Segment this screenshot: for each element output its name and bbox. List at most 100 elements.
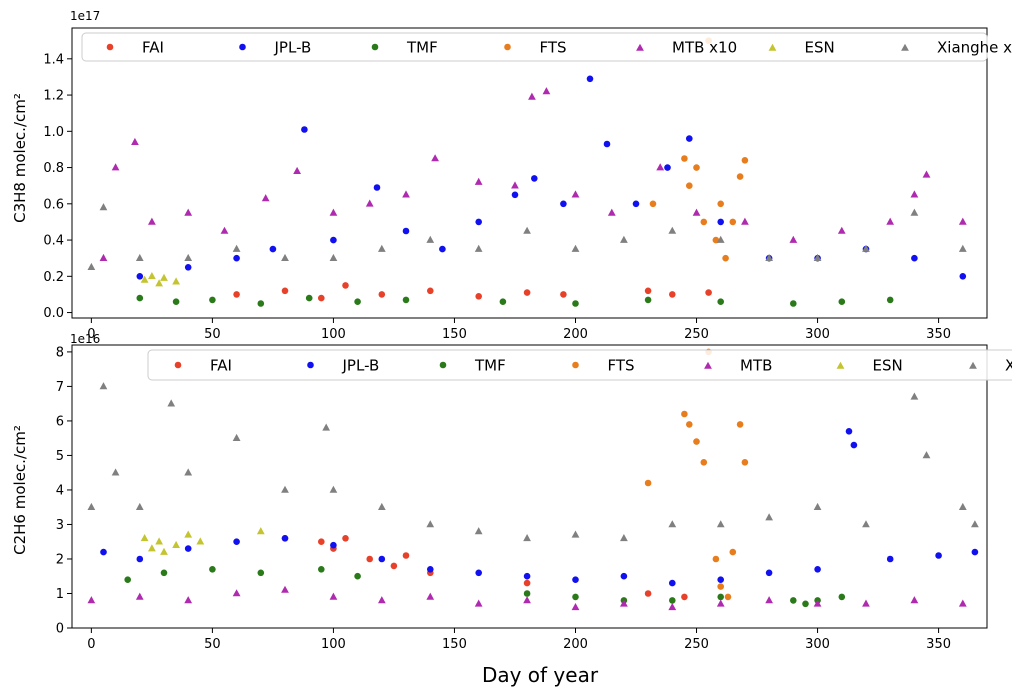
c3h8-point-jpl-b <box>184 264 192 271</box>
c2h6-point-jpl-b <box>523 572 531 580</box>
c2h6-point-esn <box>148 544 156 552</box>
c3h8-point-tmf <box>402 296 410 304</box>
c2h6-legend-marker <box>704 361 712 369</box>
c3h8-x-tick-label: 250 <box>684 327 709 342</box>
c3h8-legend-marker <box>901 43 909 51</box>
c3h8-point-esn <box>140 275 149 283</box>
c3h8-point-xianghe-x10 <box>765 253 773 261</box>
c3h8-y-tick-label: 1.4 <box>43 52 64 67</box>
c2h6-legend-label: JPL-B <box>342 357 380 375</box>
c3h8-point-fts <box>729 218 737 226</box>
c3h8-point-xianghe-x10 <box>958 244 967 252</box>
c2h6-point-xianghe <box>971 520 979 528</box>
c3h8-series-mtb-x10 <box>99 87 967 261</box>
c3h8-series-jpl-b <box>136 75 967 280</box>
c3h8-x-tick-label: 300 <box>805 327 830 342</box>
c3h8-point-mtb-x10 <box>789 235 798 243</box>
c3h8-point-xianghe-x10 <box>87 262 96 270</box>
c2h6-legend-item-esn: ESN <box>836 357 903 375</box>
c3h8-y-tick-label: 1.2 <box>43 89 64 104</box>
c3h8-point-xianghe-x10 <box>378 244 386 252</box>
c2h6-point-xianghe <box>716 520 725 528</box>
c3h8-point-fts <box>700 218 708 226</box>
c2h6-point-xianghe <box>232 433 241 441</box>
c3h8-point-xianghe-x10 <box>910 208 919 216</box>
c2h6-axes-frame <box>71 344 988 629</box>
c3h8-point-tmf <box>257 300 265 307</box>
c3h8-point-tmf <box>305 294 313 302</box>
c3h8-point-xianghe-x10 <box>99 203 108 211</box>
c2h6-point-mtb <box>523 596 531 604</box>
c3h8-point-xianghe-x10 <box>571 244 580 252</box>
c3h8-x-tick-label: 350 <box>926 327 951 342</box>
c3h8-point-tmf <box>886 296 894 304</box>
c2h6-point-xianghe <box>474 527 483 535</box>
c3h8-panel: 0 50 100 150 200 250 300 350 0.0 0.2 0.4 0.6 0.8 1.0 1… <box>11 9 1012 342</box>
c3h8-point-fai <box>281 287 289 295</box>
c3h8-point-fai <box>342 282 349 289</box>
c2h6-point-xianghe <box>958 502 967 510</box>
c2h6-point-jpl-b <box>814 566 821 573</box>
c3h8-point-mtb-x10 <box>99 253 108 261</box>
c3h8-point-mtb-x10 <box>910 190 919 198</box>
c3h8-point-jpl-b <box>560 200 567 208</box>
c2h6-y-tick-label: 7 <box>56 380 64 395</box>
c2h6-point-xianghe <box>135 502 144 510</box>
c3h8-point-jpl-b <box>511 191 519 199</box>
c2h6-point-xianghe <box>620 534 628 542</box>
c3h8-point-jpl-b <box>531 175 538 182</box>
c2h6-point-fts <box>717 583 724 590</box>
c3h8-y-tick-label: 0.2 <box>43 270 64 285</box>
c3h8-legend-marker <box>636 43 644 51</box>
c3h8-point-xianghe-x10 <box>329 253 338 261</box>
c3h8-legend: FAI JPL-B TMF FTS MTB x10 ESN Xianghe x10 <box>81 32 1012 62</box>
c2h6-point-xianghe <box>922 451 931 459</box>
c3h8-point-jpl-b <box>632 200 640 208</box>
c2h6-point-jpl-b <box>427 566 434 573</box>
c2h6-point-jpl-b <box>765 569 773 577</box>
c3h8-point-tmf <box>644 296 652 304</box>
c2h6-point-esn <box>172 540 180 548</box>
c2h6-point-esn <box>184 530 193 538</box>
c2h6-series-jpl-b <box>100 428 979 587</box>
c3h8-y-tick-label: 0.0 <box>43 306 64 321</box>
c2h6-point-fai <box>681 593 688 601</box>
c3h8-point-mtb-x10 <box>886 217 894 225</box>
c2h6-legend-item-fts: FTS <box>572 357 635 375</box>
c3h8-point-jpl-b <box>959 273 967 280</box>
c2h6-legend-item-jpl-b: JPL-B <box>307 357 379 375</box>
c3h8-series-xianghe-x10 <box>87 203 967 270</box>
c2h6-point-xianghe <box>668 520 677 528</box>
c2h6-point-tmf <box>669 597 676 604</box>
c2h6-x-tick-label: 0 <box>87 637 95 652</box>
c3h8-point-fai <box>475 293 483 300</box>
c3h8-point-xianghe-x10 <box>813 253 822 261</box>
c2h6-point-fts <box>644 479 652 487</box>
c2h6-point-mtb <box>135 592 144 600</box>
c2h6-point-mtb <box>281 585 289 593</box>
c3h8-legend-label: JPL-B <box>274 39 312 57</box>
c2h6-point-mtb <box>765 596 773 604</box>
c3h8-x-tick-label: 100 <box>321 327 346 342</box>
c3h8-point-mtb-x10 <box>131 137 139 145</box>
c2h6-series-mtb <box>87 585 967 611</box>
c3h8-point-mtb-x10 <box>329 208 338 216</box>
c3h8-y-tick-label: 0.6 <box>43 197 64 212</box>
c3h8-point-xianghe-x10 <box>523 226 531 234</box>
c2h6-offset-label: 1e16 <box>70 332 100 346</box>
c3h8-point-jpl-b <box>233 254 240 262</box>
c3h8-point-esn <box>148 272 156 280</box>
c2h6-point-jpl-b <box>572 576 579 583</box>
c3h8-legend-item-xianghe-x10: Xianghe x10 <box>901 39 1012 57</box>
c3h8-x-tick-label: 0 <box>87 327 95 342</box>
c2h6-point-jpl-b <box>886 555 894 563</box>
c2h6-point-xianghe <box>322 423 330 431</box>
c3h8-point-fai <box>669 291 676 298</box>
c3h8-point-fts <box>681 155 688 162</box>
c3h8-series-tmf <box>136 294 894 307</box>
c3h8-point-mtb-x10 <box>692 208 701 216</box>
c3h8-point-mtb-x10 <box>542 87 551 95</box>
c3h8-point-tmf <box>717 298 724 306</box>
c3h8-point-jpl-b <box>373 184 381 191</box>
c2h6-y-tick-label: 8 <box>56 345 64 360</box>
